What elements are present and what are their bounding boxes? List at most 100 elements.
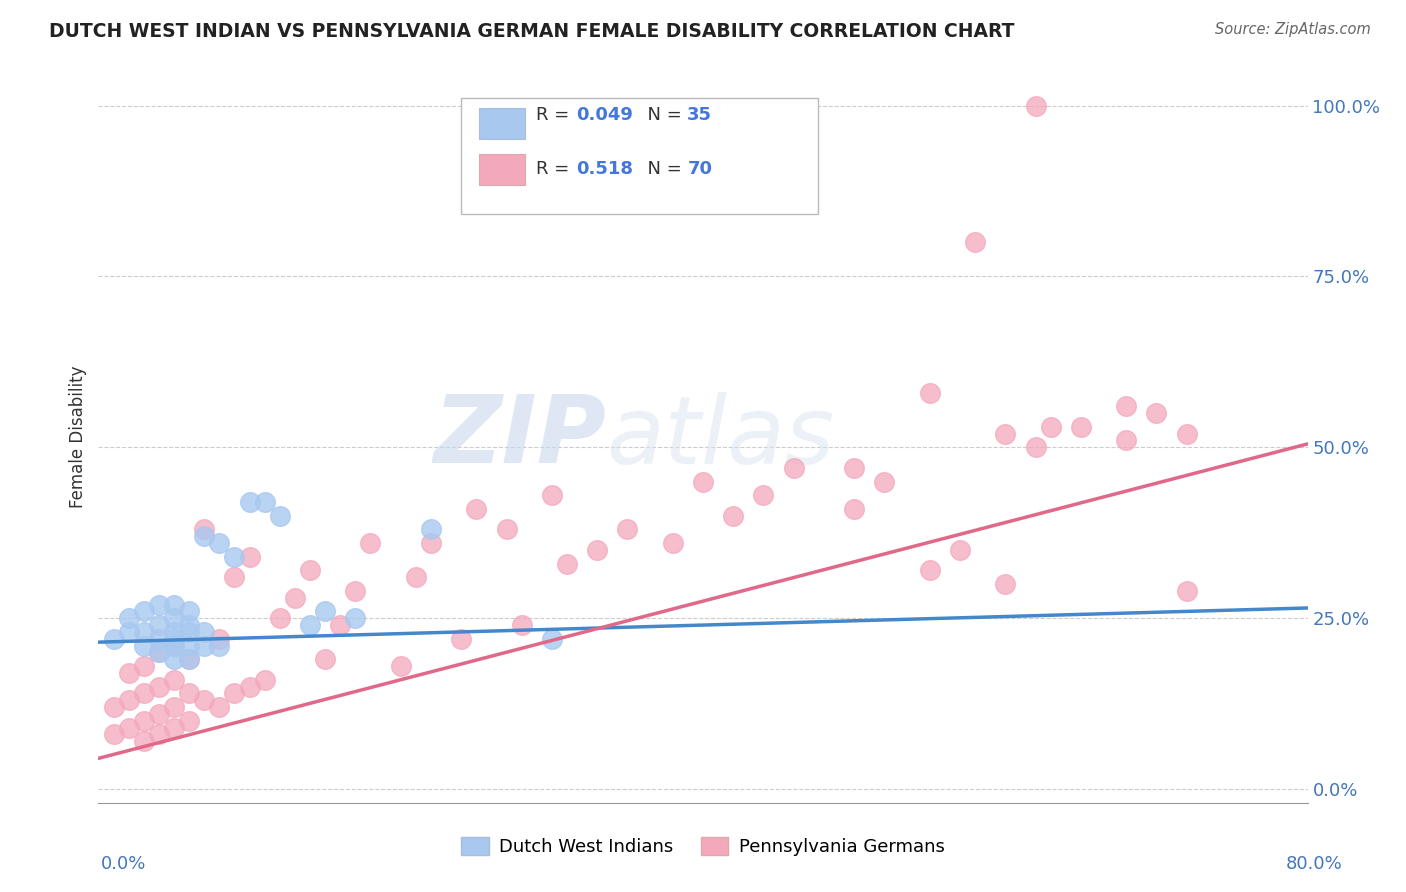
Point bbox=[495, 522, 517, 536]
Point bbox=[420, 536, 443, 550]
Point bbox=[239, 680, 262, 694]
Point bbox=[540, 488, 562, 502]
Point bbox=[465, 501, 488, 516]
Point bbox=[163, 611, 186, 625]
Point bbox=[193, 522, 215, 536]
Point bbox=[179, 686, 201, 700]
Point bbox=[1115, 400, 1137, 414]
Point bbox=[224, 686, 246, 700]
Point bbox=[360, 536, 382, 550]
Point bbox=[148, 598, 170, 612]
Point bbox=[208, 536, 231, 550]
Point bbox=[1175, 426, 1198, 441]
Point bbox=[208, 632, 231, 646]
Point bbox=[208, 700, 231, 714]
Point bbox=[103, 632, 125, 646]
Point bbox=[269, 611, 291, 625]
Text: 80.0%: 80.0% bbox=[1286, 855, 1343, 872]
Point bbox=[148, 632, 170, 646]
Point bbox=[193, 624, 215, 639]
Text: 0.049: 0.049 bbox=[576, 106, 633, 125]
Point bbox=[555, 557, 578, 571]
Point bbox=[132, 604, 155, 618]
Point bbox=[994, 577, 1017, 591]
Point bbox=[148, 727, 170, 741]
Point bbox=[844, 460, 866, 475]
Point bbox=[661, 536, 683, 550]
Point bbox=[163, 639, 186, 653]
Point bbox=[783, 460, 806, 475]
Point bbox=[405, 570, 427, 584]
Text: atlas: atlas bbox=[606, 392, 835, 483]
Point bbox=[965, 235, 987, 250]
Text: ZIP: ZIP bbox=[433, 391, 606, 483]
Point bbox=[163, 700, 186, 714]
Point bbox=[1070, 420, 1092, 434]
Point bbox=[1144, 406, 1167, 420]
Point bbox=[148, 645, 170, 659]
Point bbox=[844, 501, 866, 516]
Point bbox=[994, 426, 1017, 441]
Text: Source: ZipAtlas.com: Source: ZipAtlas.com bbox=[1215, 22, 1371, 37]
Point bbox=[420, 522, 443, 536]
Point bbox=[1175, 583, 1198, 598]
Point bbox=[103, 727, 125, 741]
Point bbox=[510, 618, 533, 632]
Text: DUTCH WEST INDIAN VS PENNSYLVANIA GERMAN FEMALE DISABILITY CORRELATION CHART: DUTCH WEST INDIAN VS PENNSYLVANIA GERMAN… bbox=[49, 22, 1015, 41]
Point bbox=[179, 639, 201, 653]
Text: R =: R = bbox=[536, 160, 575, 178]
Point bbox=[239, 495, 262, 509]
Point bbox=[132, 624, 155, 639]
Point bbox=[329, 618, 352, 632]
Bar bbox=[479, 154, 526, 185]
Point bbox=[118, 665, 141, 680]
Point bbox=[163, 652, 186, 666]
Point bbox=[148, 645, 170, 659]
Point bbox=[314, 652, 336, 666]
Text: N =: N = bbox=[637, 160, 688, 178]
Point bbox=[103, 700, 125, 714]
Point bbox=[239, 549, 262, 564]
FancyBboxPatch shape bbox=[461, 98, 818, 214]
Point bbox=[163, 632, 186, 646]
Point bbox=[692, 475, 714, 489]
Point bbox=[344, 611, 367, 625]
Point bbox=[132, 659, 155, 673]
Point bbox=[299, 563, 322, 577]
Text: 0.0%: 0.0% bbox=[101, 855, 146, 872]
Point bbox=[208, 639, 231, 653]
Y-axis label: Female Disability: Female Disability bbox=[69, 366, 87, 508]
Point bbox=[163, 673, 186, 687]
Point bbox=[918, 385, 941, 400]
Text: 35: 35 bbox=[688, 106, 713, 125]
Point bbox=[1024, 440, 1046, 454]
Point bbox=[132, 686, 155, 700]
Point bbox=[132, 734, 155, 748]
Text: R =: R = bbox=[536, 106, 575, 125]
Point bbox=[179, 624, 201, 639]
Point bbox=[540, 632, 562, 646]
Point bbox=[723, 508, 745, 523]
Point bbox=[1115, 434, 1137, 448]
Point bbox=[148, 680, 170, 694]
Point bbox=[389, 659, 412, 673]
Point bbox=[586, 542, 609, 557]
Point bbox=[118, 624, 141, 639]
Point bbox=[616, 522, 638, 536]
Point bbox=[163, 639, 186, 653]
Point bbox=[118, 693, 141, 707]
Point bbox=[344, 583, 367, 598]
Point bbox=[224, 549, 246, 564]
Point bbox=[284, 591, 307, 605]
Point bbox=[179, 652, 201, 666]
Point bbox=[179, 714, 201, 728]
Point bbox=[873, 475, 896, 489]
Point bbox=[148, 706, 170, 721]
Point bbox=[224, 570, 246, 584]
Legend: Dutch West Indians, Pennsylvania Germans: Dutch West Indians, Pennsylvania Germans bbox=[454, 830, 952, 863]
Point bbox=[299, 618, 322, 632]
Point bbox=[163, 721, 186, 735]
Point bbox=[949, 542, 972, 557]
Point bbox=[752, 488, 775, 502]
Point bbox=[132, 714, 155, 728]
